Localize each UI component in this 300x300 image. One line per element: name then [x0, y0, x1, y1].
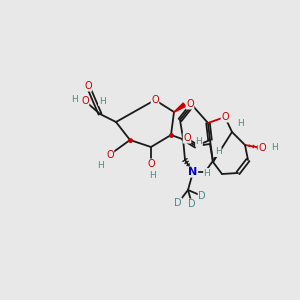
Text: H: H: [97, 160, 104, 169]
Polygon shape: [174, 103, 185, 112]
Text: O: O: [84, 81, 92, 91]
Text: D: D: [188, 199, 196, 209]
Text: D: D: [174, 198, 182, 208]
Text: O: O: [221, 112, 229, 122]
Text: H: H: [196, 137, 202, 146]
Text: H: H: [271, 143, 278, 152]
Text: O: O: [81, 96, 89, 106]
Text: D: D: [198, 191, 206, 201]
Text: O: O: [258, 143, 266, 153]
Text: H: H: [148, 172, 155, 181]
Text: H: H: [214, 148, 221, 157]
Text: O: O: [183, 133, 191, 143]
Text: N: N: [188, 167, 198, 177]
Text: O: O: [106, 150, 114, 160]
Text: O: O: [147, 159, 155, 169]
Text: O: O: [151, 95, 159, 105]
Text: H: H: [99, 97, 105, 106]
Text: H: H: [237, 119, 243, 128]
Text: H: H: [204, 169, 210, 178]
Text: H: H: [70, 95, 77, 104]
Text: O: O: [186, 99, 194, 109]
